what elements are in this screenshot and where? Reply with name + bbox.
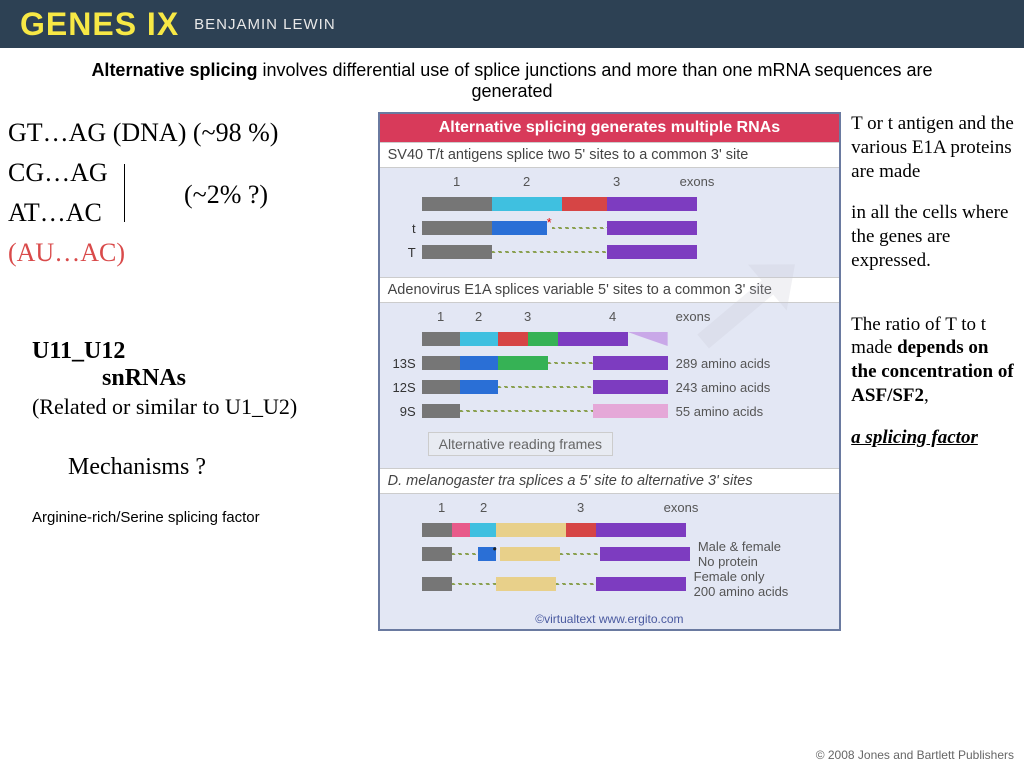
panel1: 1 2 3 exons t * T bbox=[380, 168, 840, 277]
intro-bold: Alternative splicing bbox=[91, 60, 257, 80]
splice-pct: (~2% ?) bbox=[184, 180, 268, 210]
right-p3: The ratio of T to t made depends on the … bbox=[851, 313, 1016, 408]
snrna-l1: U11_U12 bbox=[32, 338, 368, 365]
panel1-t: t * bbox=[388, 219, 832, 237]
panel1-T: T bbox=[388, 243, 832, 261]
header-bar: GENES IX BENJAMIN LEWIN bbox=[0, 0, 1024, 48]
panel2-13s: 13S 289 amino acids bbox=[388, 354, 832, 372]
diagram-footer: ©virtualtext www.ergito.com bbox=[380, 609, 840, 629]
panel3-nums: 1 2 3 exons bbox=[422, 500, 832, 515]
right-p1: T or t antigen and the various E1A prote… bbox=[851, 112, 1016, 183]
right-column: T or t antigen and the various E1A prote… bbox=[841, 112, 1016, 631]
mechanisms-q: Mechanisms ? bbox=[8, 454, 368, 481]
center-column: Alternative splicing generates multiple … bbox=[378, 112, 842, 631]
panel3: 1 2 3 exons • bbox=[380, 494, 840, 609]
splicing-diagram: Alternative splicing generates multiple … bbox=[378, 112, 842, 631]
panel1-nums: 1 2 3 exons bbox=[422, 174, 832, 189]
panel2-gene bbox=[388, 330, 832, 348]
copyright-line: © 2008 Jones and Bartlett Publishers bbox=[816, 748, 1014, 762]
panel2: 1 2 3 4 exons 13S bbox=[380, 303, 840, 468]
left-column: GT…AG (DNA) (~98 %) CG…AG AT…AC (~2% ?) … bbox=[8, 112, 378, 631]
arg-ser-factor: Arginine-rich/Serine splicing factor bbox=[8, 509, 368, 526]
right-p4: a splicing factor bbox=[851, 426, 1016, 450]
panel3-female: Female only200 amino acids bbox=[388, 575, 832, 593]
snrna-l3: (Related or similar to U1_U2) bbox=[32, 394, 368, 420]
panel1-sub: SV40 T/t antigens splice two 5' sites to… bbox=[380, 142, 840, 168]
panel2-9s: 9S 55 amino acids bbox=[388, 402, 832, 420]
diagram-title: Alternative splicing generates multiple … bbox=[380, 114, 840, 142]
splice-seq-1: GT…AG (DNA) (~98 %) bbox=[8, 118, 368, 148]
main-content: GT…AG (DNA) (~98 %) CG…AG AT…AC (~2% ?) … bbox=[0, 112, 1024, 631]
right-p2: in all the cells where the genes are exp… bbox=[851, 201, 1016, 272]
snrna-block: U11_U12 snRNAs (Related or similar to U1… bbox=[8, 338, 368, 420]
book-title: GENES IX bbox=[20, 6, 179, 43]
intro-rest: involves differential use of splice junc… bbox=[257, 60, 932, 101]
alt-reading-frames: Alternative reading frames bbox=[428, 432, 613, 456]
intro-text: Alternative splicing involves differenti… bbox=[0, 48, 1024, 112]
book-author: BENJAMIN LEWIN bbox=[194, 16, 336, 33]
panel3-sub: D. melanogaster tra splices a 5' site to… bbox=[380, 468, 840, 494]
panel2-nums: 1 2 3 4 exons bbox=[422, 309, 832, 324]
panel3-gene bbox=[388, 521, 832, 539]
snrna-l2: snRNAs bbox=[32, 365, 368, 392]
panel3-male-female: • Male & femaleNo protein bbox=[388, 545, 832, 563]
splice-seq-4: (AU…AC) bbox=[8, 238, 368, 268]
panel1-gene bbox=[388, 195, 832, 213]
panel2-12s: 12S 243 amino acids bbox=[388, 378, 832, 396]
